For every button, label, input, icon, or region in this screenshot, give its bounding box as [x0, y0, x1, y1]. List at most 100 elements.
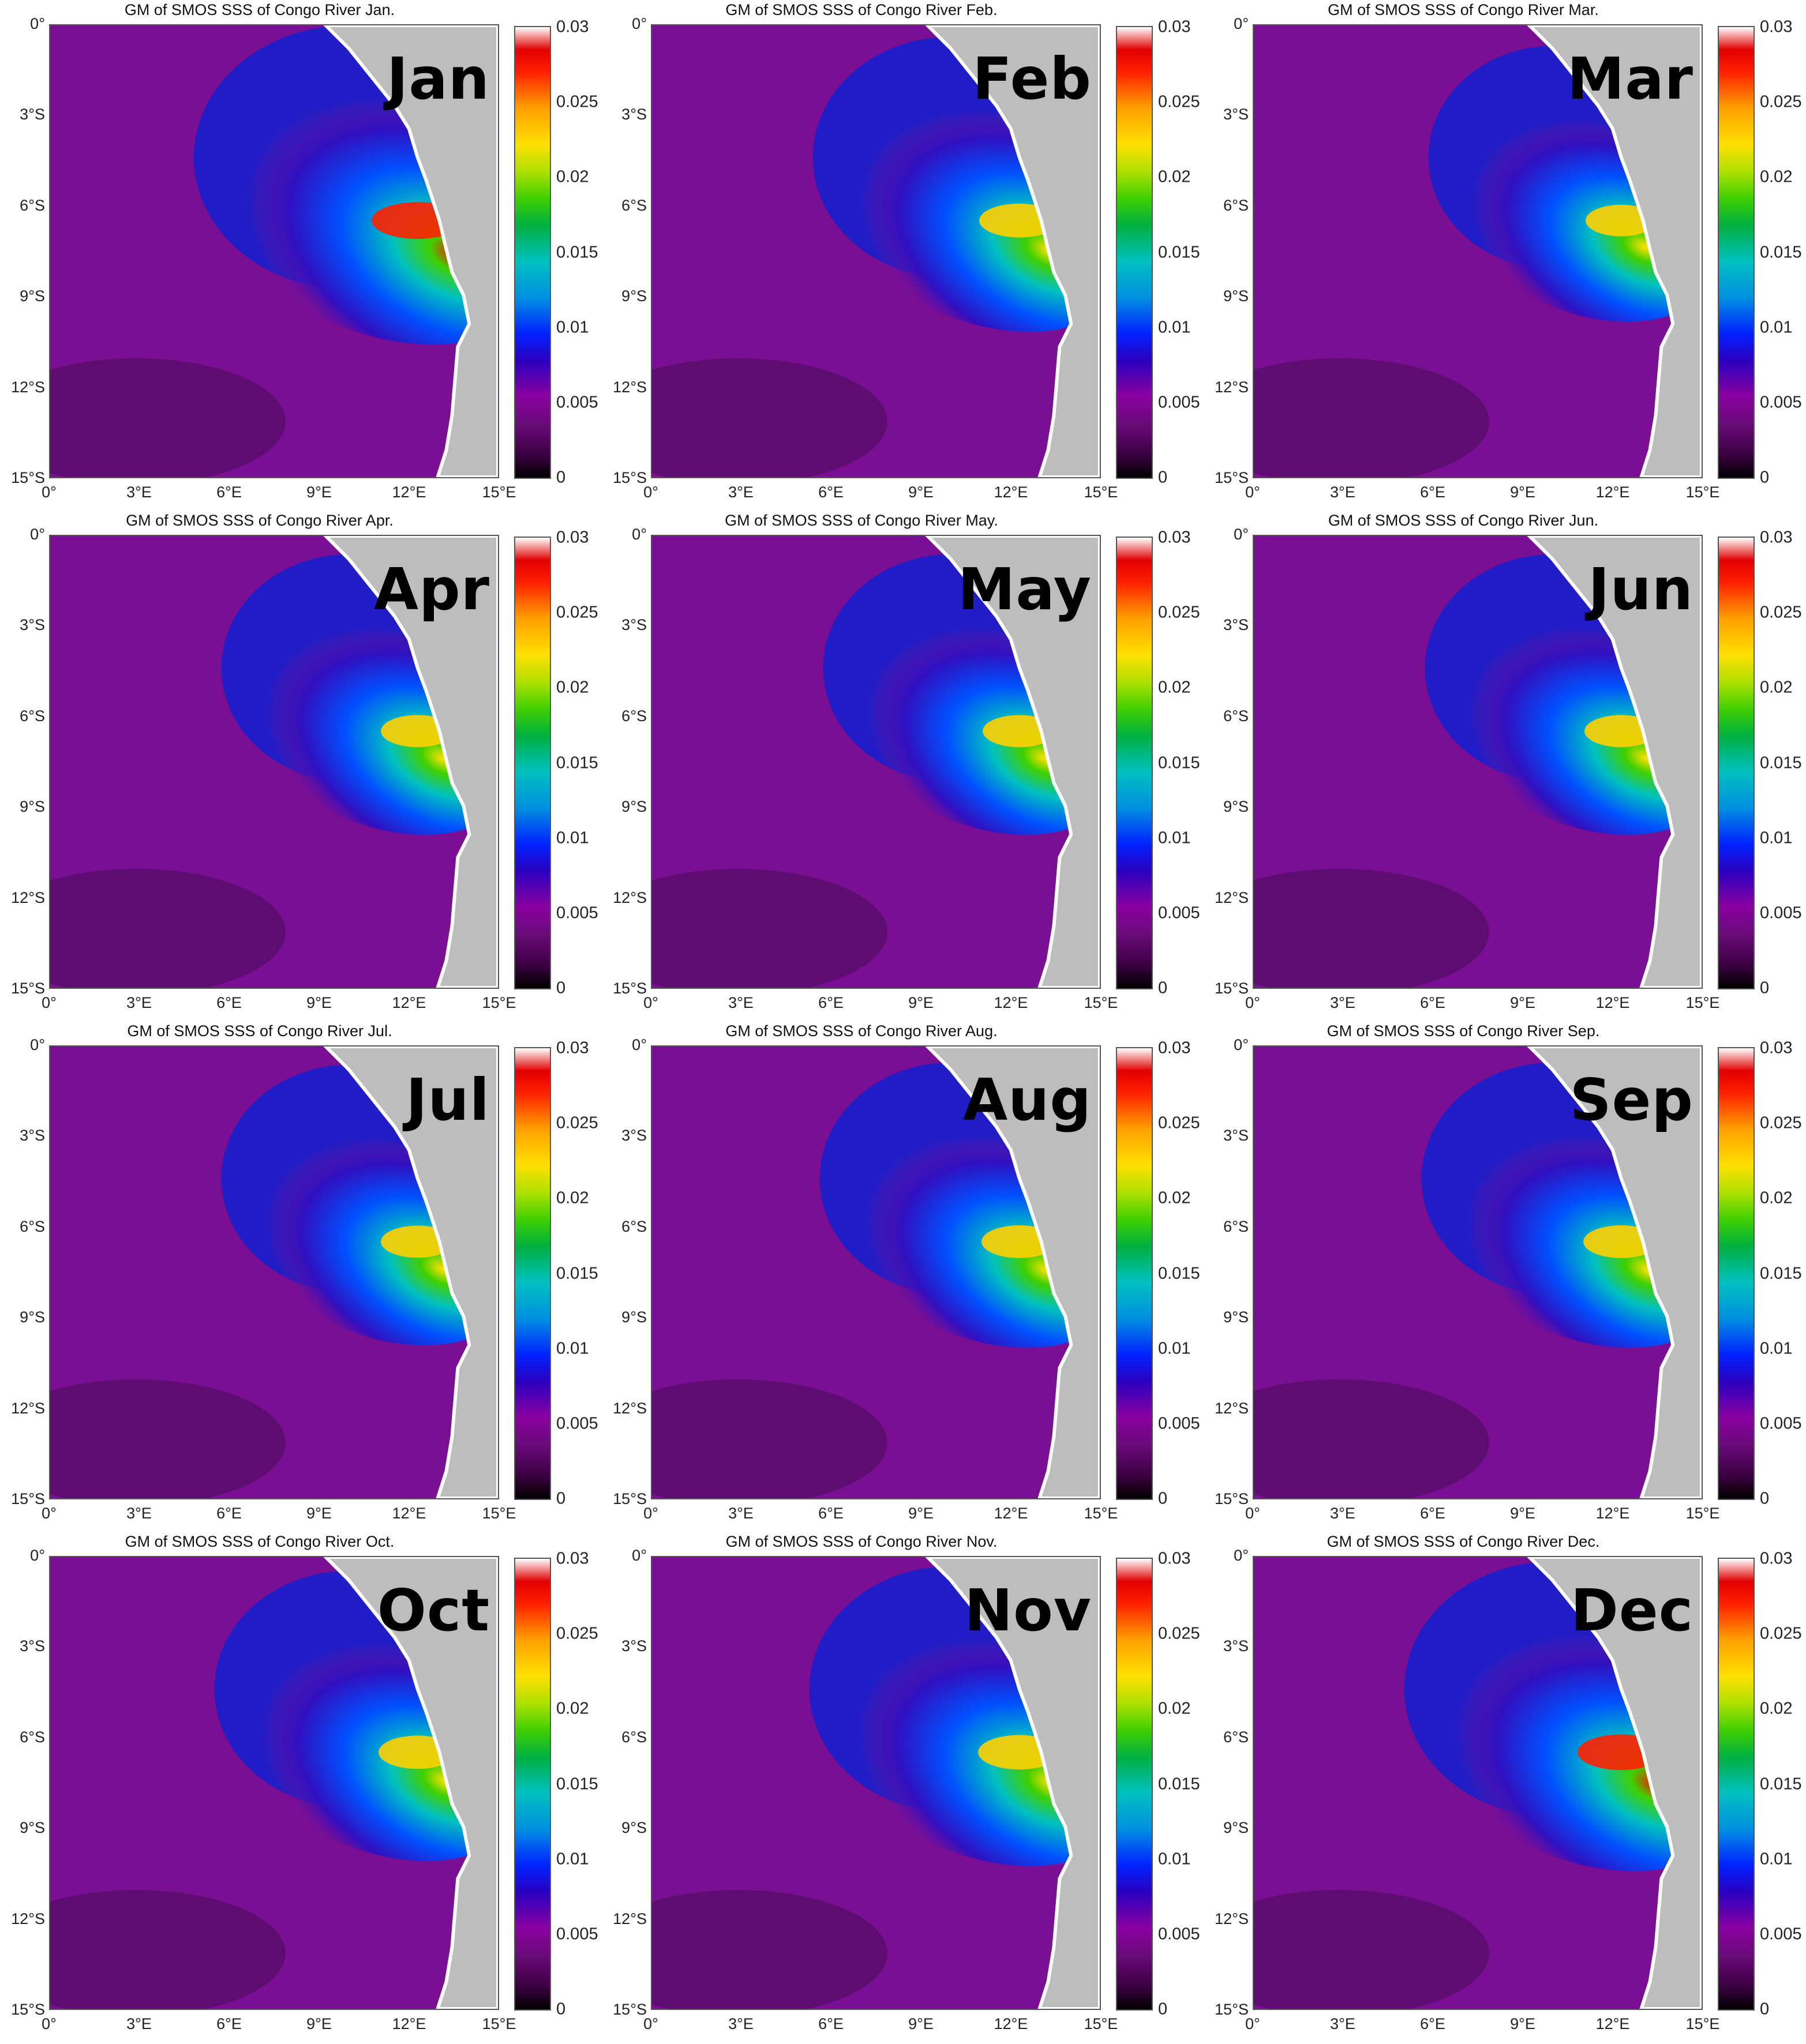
colorbar-tick-label: 0.03 [1158, 1549, 1191, 1568]
y-tick-label: 6°S [621, 707, 647, 725]
y-tick-label: 0° [30, 1547, 45, 1564]
sss-map: Jun [1253, 535, 1703, 989]
colorbar-tick-label: 0.03 [1760, 1038, 1793, 1057]
month-label: Dec [1570, 1577, 1693, 1644]
y-tick-label: 15°S [613, 469, 647, 486]
sss-map: Dec [1253, 1556, 1703, 2010]
y-tick-label: 3°S [621, 616, 647, 634]
y-tick-label: 9°S [1223, 1308, 1249, 1326]
x-tick-label: 3°E [728, 994, 754, 1011]
panel-title: GM of SMOS SSS of Congo River Aug. [725, 1022, 998, 1040]
x-tick-label: 6°E [818, 483, 844, 501]
colorbar-tick-label: 0.025 [556, 1113, 598, 1132]
colorbar-tick-label: 0 [1158, 468, 1168, 487]
colorbar [514, 26, 551, 479]
colorbar [514, 1558, 551, 2011]
map-panel-apr: GM of SMOS SSS of Congo River Apr. Apr 0° 3… [0, 511, 602, 1021]
y-tick-label: 0° [632, 1036, 647, 1053]
x-tick-label: 0° [42, 2015, 57, 2032]
colorbar-tick-label: 0.015 [1760, 243, 1802, 261]
x-tick-label: 9°E [306, 1505, 332, 1522]
y-tick-label: 9°S [20, 287, 45, 305]
colorbar-tick-label: 0.005 [556, 1414, 598, 1433]
map-panel-sep: GM of SMOS SSS of Congo River Sep. Sep 0° 3… [1204, 1021, 1805, 1532]
x-tick-label: 12°E [1595, 1505, 1630, 1522]
panel-title: GM of SMOS SSS of Congo River Jun. [1328, 512, 1599, 529]
y-tick-label: 3°S [1223, 616, 1249, 634]
colorbar-tick-label: 0.015 [556, 243, 598, 261]
colorbar-tick-label: 0.015 [556, 1775, 598, 1793]
x-tick-label: 6°E [1420, 483, 1445, 501]
colorbar-tick-label: 0.02 [1158, 167, 1191, 186]
land-area [925, 536, 1100, 988]
colorbar-tick-label: 0.01 [1158, 318, 1191, 337]
colorbar-tick-label: 0 [556, 1489, 566, 1508]
sss-map: Sep [1253, 1045, 1703, 1499]
x-tick-label: 6°E [818, 994, 844, 1011]
map-panel-jun: GM of SMOS SSS of Congo River Jun. Jun 0° 3… [1204, 511, 1805, 1021]
y-tick-label: 0° [30, 15, 45, 32]
colorbar-tick-label: 0.01 [1760, 828, 1793, 847]
colorbar-tick-label: 0.005 [1760, 1925, 1802, 1944]
y-tick-label: 15°S [11, 469, 45, 486]
y-tick-label: 9°S [20, 1819, 45, 1837]
x-tick-label: 0° [1245, 483, 1260, 501]
x-tick-label: 6°E [216, 483, 242, 501]
colorbar [514, 537, 551, 989]
land-area [925, 25, 1100, 477]
y-tick-label: 3°S [1223, 106, 1249, 123]
y-tick-label: 12°S [1215, 378, 1249, 396]
x-tick-label: 0° [643, 483, 658, 501]
colorbar-tick-label: 0 [1760, 2000, 1770, 2019]
x-tick-label: 15°E [482, 2015, 516, 2032]
colorbar-tick-label: 0.025 [1158, 1624, 1200, 1643]
y-tick-label: 15°S [613, 1490, 647, 1507]
y-tick-label: 12°S [613, 1910, 647, 1927]
y-tick-label: 15°S [613, 2001, 647, 2018]
colorbar-tick-label: 0.02 [1760, 167, 1793, 186]
x-tick-label: 0° [1245, 2015, 1260, 2032]
x-tick-label: 9°E [306, 483, 332, 501]
colorbar-tick-label: 0.015 [1158, 1775, 1200, 1793]
month-label: Sep [1569, 1066, 1693, 1134]
month-label: Jun [1588, 556, 1693, 623]
x-tick-label: 6°E [216, 2015, 242, 2032]
x-tick-label: 0° [42, 994, 57, 1011]
colorbar-tick-label: 0.03 [1760, 1549, 1793, 1568]
x-tick-label: 0° [643, 994, 658, 1011]
x-tick-label: 12°E [1595, 483, 1630, 501]
colorbar-tick-label: 0.005 [1158, 1414, 1200, 1433]
x-tick-label: 6°E [216, 994, 242, 1011]
land-area [323, 1047, 498, 1498]
panel-title: GM of SMOS SSS of Congo River Dec. [1327, 1533, 1600, 1550]
x-tick-label: 9°E [1510, 1505, 1535, 1522]
colorbar-tick-label: 0.02 [1760, 1699, 1793, 1718]
y-tick-label: 15°S [1215, 469, 1249, 486]
month-label: Jan [387, 45, 490, 112]
y-tick-label: 6°S [621, 1728, 647, 1746]
colorbar-tick-label: 0.01 [556, 828, 589, 847]
colorbar-tick-label: 0.03 [1158, 1038, 1191, 1057]
colorbar-tick-label: 0.025 [1760, 92, 1802, 111]
y-tick-label: 15°S [11, 980, 45, 997]
panel-title: GM of SMOS SSS of Congo River Jan. [124, 1, 395, 18]
y-tick-label: 12°S [613, 888, 647, 906]
x-tick-label: 15°E [1685, 483, 1720, 501]
sss-map: May [651, 535, 1101, 989]
y-tick-label: 9°S [621, 1308, 647, 1326]
y-tick-label: 15°S [1215, 980, 1249, 997]
colorbar-tick-label: 0.02 [1760, 678, 1793, 697]
x-tick-label: 12°E [994, 1505, 1028, 1522]
colorbar-tick-label: 0.02 [556, 678, 589, 697]
x-tick-label: 9°E [908, 1505, 934, 1522]
land-area [925, 1047, 1100, 1498]
colorbar [514, 1047, 551, 1500]
map-panel-may: GM of SMOS SSS of Congo River May. May 0° 3… [602, 511, 1204, 1021]
x-tick-label: 0° [42, 1505, 57, 1522]
x-tick-label: 0° [42, 483, 57, 501]
panel-title: GM of SMOS SSS of Congo River Jul. [127, 1022, 392, 1040]
colorbar-tick-label: 0.01 [1760, 318, 1793, 337]
x-tick-label: 3°E [728, 2015, 754, 2032]
sss-map: Jul [49, 1045, 499, 1499]
colorbar-tick-label: 0 [1760, 978, 1770, 997]
